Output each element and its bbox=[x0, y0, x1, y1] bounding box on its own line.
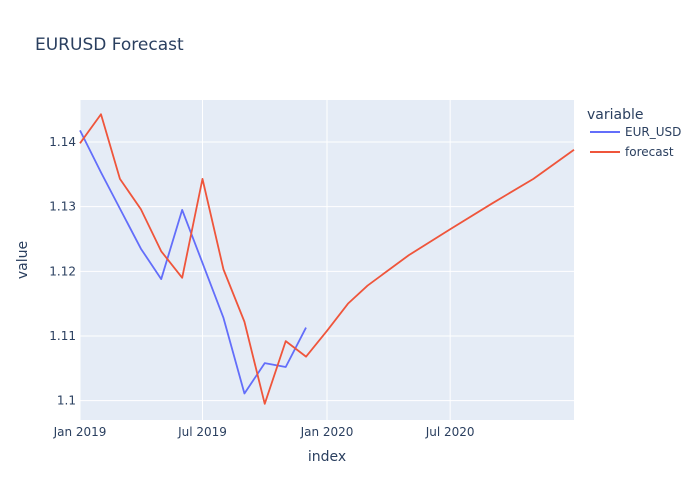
x-axis-title: index bbox=[308, 449, 346, 465]
legend-item-forecast[interactable]: forecast bbox=[590, 145, 674, 159]
x-tick-label: Jan 2020 bbox=[300, 425, 354, 439]
series-line-eur-usd bbox=[79, 129, 307, 395]
legend-label: EUR_USD bbox=[625, 125, 681, 139]
grid-lines bbox=[79, 100, 574, 420]
chart-title: EURUSD Forecast bbox=[35, 35, 184, 55]
x-tick-label: Jul 2019 bbox=[177, 425, 227, 439]
y-tick-label: 1.1 bbox=[57, 394, 76, 408]
y-tick-labels: 1.1 1.11 1.12 1.13 1.14 bbox=[49, 135, 76, 408]
series-layer bbox=[79, 113, 575, 405]
y-tick-label: 1.13 bbox=[49, 200, 76, 214]
x-tick-label: Jul 2020 bbox=[425, 425, 475, 439]
legend-label: forecast bbox=[625, 145, 674, 159]
series-line-forecast bbox=[79, 113, 575, 405]
y-axis-title: value bbox=[15, 241, 31, 279]
y-tick-label: 1.11 bbox=[49, 329, 76, 343]
legend-item-eur-usd[interactable]: EUR_USD bbox=[590, 125, 681, 139]
y-tick-label: 1.12 bbox=[49, 264, 76, 278]
legend[interactable]: variable EUR_USD forecast bbox=[587, 107, 681, 159]
y-tick-label: 1.14 bbox=[49, 135, 76, 149]
x-tick-labels: Jan 2019 Jul 2019 Jan 2020 Jul 2020 bbox=[53, 425, 475, 439]
x-tick-label: Jan 2019 bbox=[53, 425, 107, 439]
legend-title: variable bbox=[587, 107, 643, 123]
